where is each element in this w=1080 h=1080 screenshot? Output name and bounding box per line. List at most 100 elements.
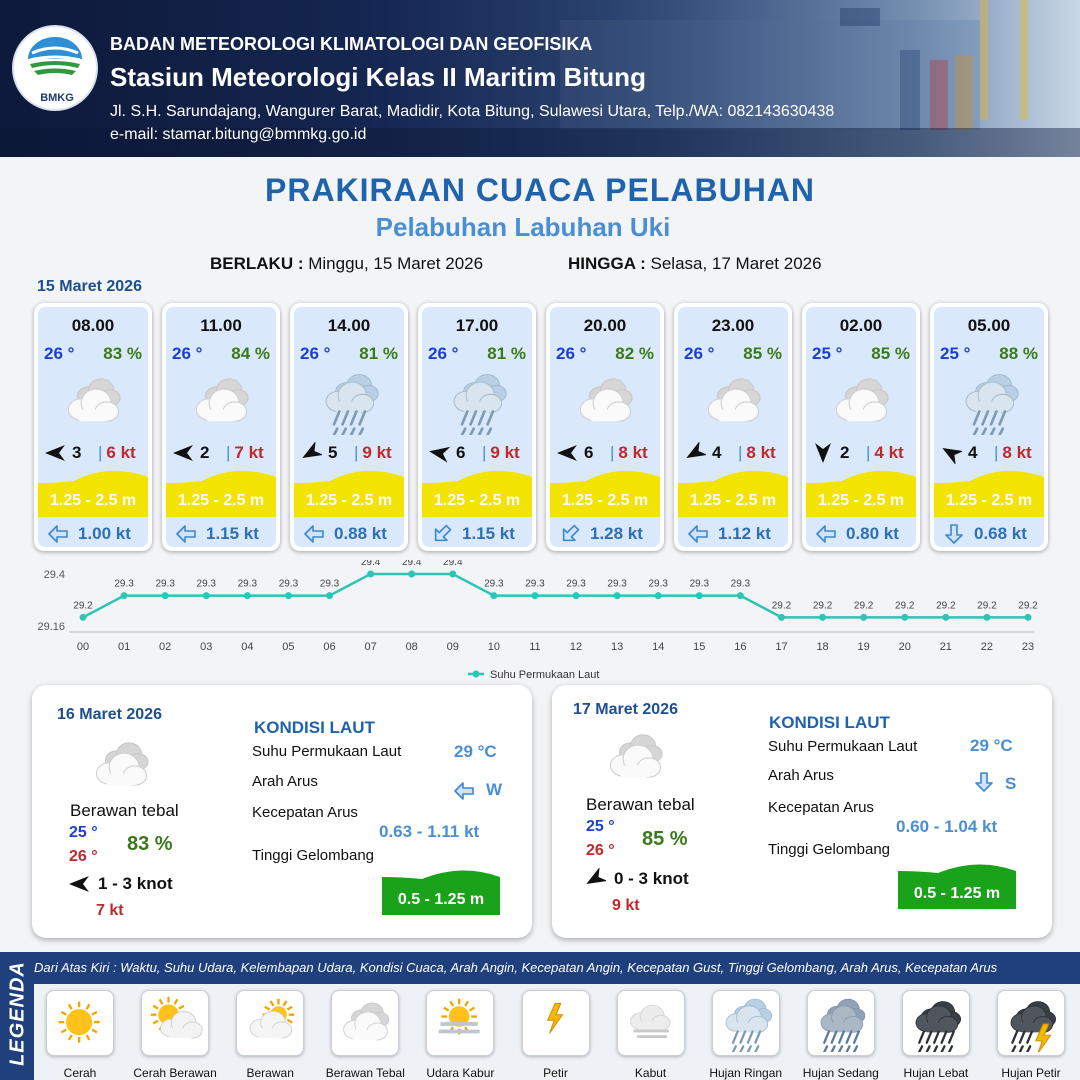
x-tick-label: 08 — [406, 641, 418, 653]
forecast-card: 11.00 26 ° 84 % 2 | 7 kt 1.25 - 2.5 m 1.15 kt — [162, 303, 280, 551]
sst-point — [284, 592, 292, 600]
card-wind: 2 | 4 kt — [810, 441, 914, 465]
forecast-card: 20.00 26 ° 82 % 6 | 8 kt 1.25 - 2.5 m 1.28 kt — [546, 303, 664, 551]
day3-panel: 17 Maret 2026 Berawan tebal 25 ° 26 ° 85… — [552, 685, 1052, 938]
sst-data-label: 29.2 — [1018, 600, 1038, 611]
station-address: Jl. S.H. Sarundajang, Wangurer Barat, Ma… — [110, 103, 835, 120]
sst-data-label: 29.3 — [484, 579, 504, 590]
card-gust: | 7 kt — [226, 443, 264, 462]
card-current: 1.28 kt — [554, 521, 658, 547]
card-wave-height: 1.25 - 2.5 m — [305, 492, 393, 509]
legend-item: Udara Kabur — [416, 990, 504, 1080]
card-wave — [934, 465, 1044, 517]
x-tick-label: 07 — [364, 641, 376, 653]
current-arrow-icon — [688, 525, 708, 543]
wind-arrow-icon — [302, 442, 322, 458]
sst-point — [120, 592, 128, 600]
sst-point — [613, 592, 621, 600]
day2-wave-label: Tinggi Gelombang — [252, 847, 375, 864]
card-weather-icon — [958, 371, 1022, 439]
kabut-icon — [629, 1004, 671, 1038]
y-tick-label: 29.4 — [44, 569, 65, 581]
sst-data-label: 29.3 — [731, 579, 751, 590]
card-gust-value: 8 kt — [618, 443, 648, 462]
card-current: 1.15 kt — [170, 521, 274, 547]
card-temperature: 25 ° — [812, 344, 843, 363]
day2-sst-label: Suhu Permukaan Laut — [252, 743, 402, 760]
legend-icon-box — [141, 990, 210, 1056]
cerah-berawan-icon — [150, 996, 203, 1039]
card-weather-icon — [702, 371, 766, 435]
card-wave-height: 1.25 - 2.5 m — [49, 492, 137, 509]
card-current: 0.80 kt — [810, 521, 914, 547]
card-wave-height: 1.25 - 2.5 m — [945, 492, 1033, 509]
card-current: 1.00 kt — [42, 521, 146, 547]
card-humidity: 85 % — [871, 344, 910, 363]
card-wind: 4 | 8 kt — [938, 441, 1042, 465]
card-temperature: 26 ° — [300, 344, 331, 363]
legend-label: Cerah — [63, 1066, 97, 1080]
sst-point — [983, 613, 991, 621]
sst-data-label: 29.2 — [854, 600, 874, 611]
card-wave — [550, 465, 660, 517]
x-tick-label: 10 — [488, 641, 500, 653]
petir-icon — [546, 1003, 563, 1034]
current-arrow-icon — [304, 525, 324, 543]
day3-weather-icon — [604, 727, 668, 791]
legend-items: Cerah Cerah Berawan Berawan Berawan Tebal Ud… — [34, 984, 1080, 1080]
legend-icon-box — [426, 990, 495, 1056]
sst-data-label: 29.3 — [238, 579, 258, 590]
sst-point — [860, 613, 868, 621]
card-gust: | 8 kt — [994, 443, 1032, 462]
berawan-tebal-icon — [67, 378, 121, 422]
legend-icon-box — [997, 990, 1065, 1056]
berawan-tebal-icon — [707, 378, 761, 422]
day3-current-dir-value: S — [1005, 774, 1017, 793]
card-humidity: 81 % — [487, 344, 526, 363]
sst-point — [572, 592, 580, 600]
sst-point — [490, 592, 498, 600]
x-tick-label: 04 — [241, 641, 253, 653]
wave-shape — [550, 470, 660, 517]
udara-kabur-icon — [438, 998, 481, 1035]
current-arrow-icon — [562, 524, 580, 542]
valid-to-label: HINGGA : — [568, 254, 646, 273]
x-tick-label: 23 — [1022, 641, 1034, 653]
forecast-card: 17.00 26 ° 81 % 6 | 9 kt 1.25 - 2.5 m 1.15 kt — [418, 303, 536, 551]
card-gust: | 4 kt — [866, 443, 904, 462]
card-current-speed: 1.28 kt — [590, 524, 643, 543]
legend-label: Hujan Petir — [1001, 1066, 1061, 1080]
card-gust: | 9 kt — [482, 443, 520, 462]
card-wind-speed: 3 — [72, 443, 82, 462]
card-weather-icon — [830, 371, 894, 435]
berawan-tebal-icon — [343, 1002, 390, 1041]
forecast-card: 14.00 26 ° 81 % 5 | 9 kt 1.25 - 2.5 m 0.88 kt — [290, 303, 408, 551]
x-tick-label: 13 — [611, 641, 623, 653]
day2-current-speed-label: Kecepatan Arus — [252, 804, 358, 821]
day2-wind: 1 - 3 knot — [98, 874, 173, 893]
legend: LEGENDA Dari Atas Kiri : Waktu, Suhu Uda… — [0, 952, 1080, 1080]
card-gust-value: 4 kt — [874, 443, 904, 462]
sst-point — [695, 592, 703, 600]
wave-shape — [422, 470, 532, 517]
legend-item: Cerah Berawan — [131, 990, 219, 1080]
x-tick-label: 14 — [652, 641, 664, 653]
card-gust: | 8 kt — [738, 443, 776, 462]
legend-title: LEGENDA — [6, 961, 29, 1066]
day2-gust: 7 kt — [96, 902, 124, 919]
x-tick-label: 22 — [981, 641, 993, 653]
legend-icon-box — [616, 990, 685, 1056]
card-wave-height: 1.25 - 2.5 m — [177, 492, 265, 509]
day2-condition: Berawan tebal — [70, 801, 179, 820]
card-gust: | 8 kt — [610, 443, 648, 462]
sst-point — [901, 613, 909, 621]
sst-point — [367, 570, 375, 578]
day3-sst-value: 29 °C — [970, 736, 1013, 755]
x-tick-label: 05 — [282, 641, 294, 653]
day3-temp-min: 25 ° — [586, 818, 615, 835]
card-weather-icon — [574, 371, 638, 435]
sst-data-label: 29.4 — [443, 560, 463, 568]
card-wave-height: 1.25 - 2.5 m — [433, 492, 521, 509]
wind-arrow-icon — [173, 445, 193, 461]
sst-point — [777, 613, 785, 621]
